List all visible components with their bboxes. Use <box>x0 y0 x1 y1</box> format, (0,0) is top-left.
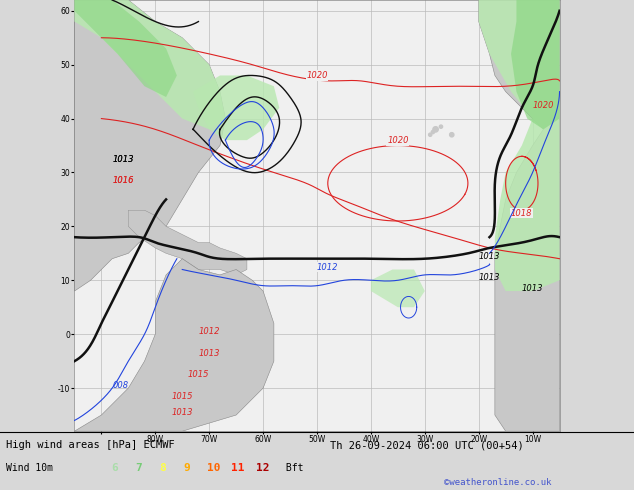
Text: 1013: 1013 <box>198 349 220 358</box>
Polygon shape <box>479 0 560 431</box>
Text: 7: 7 <box>135 464 142 473</box>
Text: 1013: 1013 <box>479 252 500 261</box>
Text: Th 26-09-2024 06:00 UTC (00+54): Th 26-09-2024 06:00 UTC (00+54) <box>330 441 524 450</box>
Polygon shape <box>74 259 274 431</box>
Polygon shape <box>511 0 560 129</box>
Text: 6: 6 <box>111 464 118 473</box>
Polygon shape <box>193 75 279 140</box>
Circle shape <box>429 133 432 136</box>
Text: Wind 10m: Wind 10m <box>6 464 53 473</box>
Circle shape <box>450 133 454 137</box>
Polygon shape <box>479 0 560 291</box>
Text: 1016: 1016 <box>112 176 134 185</box>
Polygon shape <box>74 0 177 97</box>
Text: 1015: 1015 <box>172 392 193 401</box>
Text: 11: 11 <box>231 464 245 473</box>
Text: Bft: Bft <box>280 464 303 473</box>
Text: 1016: 1016 <box>112 176 134 185</box>
Text: 1013: 1013 <box>172 408 193 417</box>
Polygon shape <box>74 0 225 129</box>
Circle shape <box>433 127 438 132</box>
Text: 1020: 1020 <box>533 101 554 110</box>
Text: ©weatheronline.co.uk: ©weatheronline.co.uk <box>444 478 552 487</box>
Text: 8: 8 <box>159 464 166 473</box>
Text: 1013: 1013 <box>112 155 134 164</box>
Text: High wind areas [hPa] ECMWF: High wind areas [hPa] ECMWF <box>6 441 175 450</box>
Text: 1020: 1020 <box>306 71 328 80</box>
Text: 9: 9 <box>183 464 190 473</box>
Text: 1020: 1020 <box>387 136 408 145</box>
Text: 1018: 1018 <box>511 209 533 218</box>
Text: 10: 10 <box>207 464 221 473</box>
Text: 12: 12 <box>256 464 269 473</box>
Text: 1015: 1015 <box>188 370 209 379</box>
Text: 1013: 1013 <box>479 273 500 282</box>
Polygon shape <box>128 210 247 275</box>
Polygon shape <box>371 270 425 307</box>
Text: 1012: 1012 <box>317 263 339 271</box>
Polygon shape <box>74 0 225 291</box>
Text: 1013: 1013 <box>112 155 134 164</box>
Circle shape <box>439 125 443 128</box>
Circle shape <box>431 130 434 134</box>
Text: 008: 008 <box>112 381 128 390</box>
Text: 1012: 1012 <box>198 327 220 336</box>
Text: 1013: 1013 <box>522 284 543 293</box>
